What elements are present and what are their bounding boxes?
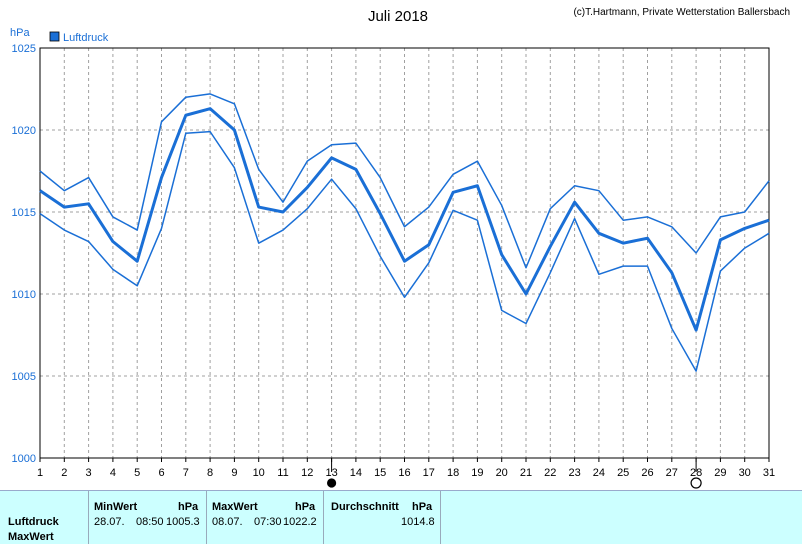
x-tick-label: 17 — [423, 467, 435, 479]
series-line-max — [39, 93, 770, 269]
y-tick-label: 1020 — [12, 125, 36, 137]
legend-swatch — [49, 31, 60, 42]
x-tick-label: 9 — [231, 467, 237, 479]
x-tick-label: 30 — [739, 467, 751, 479]
min-date: 28.07. — [94, 516, 125, 528]
divider — [323, 491, 324, 544]
full-moon-icon — [327, 478, 337, 488]
chart-title: Juli 2018 — [368, 8, 428, 25]
x-tick-label: 21 — [520, 467, 532, 479]
copyright-text: (c)T.Hartmann, Private Wetterstation Bal… — [573, 7, 790, 18]
y-tick-label: 1005 — [12, 371, 36, 383]
avg-header: Durchschnitt — [331, 501, 399, 513]
x-tick-label: 24 — [593, 467, 605, 479]
x-tick-label: 13 — [325, 467, 337, 479]
moon-markers — [327, 458, 702, 489]
series-group — [39, 93, 770, 372]
y-tick-label: 1025 — [12, 43, 36, 55]
series-line-min — [39, 130, 770, 372]
x-tick-label: 29 — [714, 467, 726, 479]
legend-label: Luftdruck — [63, 32, 109, 44]
row-label-maxwert: MaxWert — [8, 531, 54, 543]
max-value: 1022.2 — [283, 516, 317, 528]
max-time: 07:30 — [254, 516, 282, 528]
divider — [440, 491, 441, 544]
x-tick-label: 15 — [374, 467, 386, 479]
divider — [88, 491, 89, 544]
x-tick-label: 19 — [471, 467, 483, 479]
x-tick-label: 1 — [37, 467, 43, 479]
x-tick-label: 31 — [763, 467, 775, 479]
x-tick-label: 26 — [641, 467, 653, 479]
new-moon-icon — [690, 477, 702, 489]
x-tick-label: 11 — [277, 467, 288, 479]
max-header: MaxWert — [212, 501, 258, 513]
x-tick-label: 7 — [183, 467, 189, 479]
y-axis: 1000 1005 1010 1015 1020 1025 — [12, 43, 36, 465]
x-tick-label: 23 — [568, 467, 580, 479]
y-tick-label: 1000 — [12, 453, 36, 465]
min-unit: hPa — [178, 501, 199, 513]
y-tick-label: 1015 — [12, 207, 36, 219]
x-tick-label: 4 — [110, 467, 116, 479]
series-line-mean — [39, 107, 770, 332]
x-tick-label: 27 — [666, 467, 678, 479]
min-value: 1005.3 — [166, 516, 200, 528]
row-label-luftdruck: Luftdruck — [8, 516, 59, 528]
x-tick-label: 22 — [544, 467, 556, 479]
x-tick-label: 10 — [253, 467, 265, 479]
x-tick-label: 3 — [86, 467, 92, 479]
x-tick-label: 6 — [158, 467, 164, 479]
x-tick-label: 8 — [207, 467, 213, 479]
x-axis: 1 2 3 4 5 6 7 8 9 10 11 12 13 14 15 16 17 18 19 20 21 22 23 24 2… — [37, 458, 775, 479]
stats-panel: MinWert hPa MaxWert hPa Durchschnitt hPa… — [0, 490, 802, 544]
x-tick-label: 12 — [301, 467, 313, 479]
y-tick-label: 1010 — [12, 289, 36, 301]
max-unit: hPa — [295, 501, 316, 513]
divider — [206, 491, 207, 544]
max-date: 08.07. — [212, 516, 243, 528]
x-tick-label: 2 — [61, 467, 67, 479]
x-tick-label: 5 — [134, 467, 140, 479]
avg-value: 1014.8 — [401, 516, 435, 528]
x-tick-label: 16 — [398, 467, 410, 479]
min-header: MinWert — [94, 501, 138, 513]
x-tick-label: 20 — [496, 467, 508, 479]
x-tick-label: 14 — [350, 467, 362, 479]
x-tick-label: 28 — [690, 467, 702, 479]
min-time: 08:50 — [136, 516, 164, 528]
x-tick-label: 18 — [447, 467, 459, 479]
chart: Juli 2018 (c)T.Hartmann, Private Wetters… — [10, 7, 790, 489]
avg-unit: hPa — [412, 501, 433, 513]
y-axis-unit: hPa — [10, 27, 30, 39]
x-tick-label: 25 — [617, 467, 629, 479]
